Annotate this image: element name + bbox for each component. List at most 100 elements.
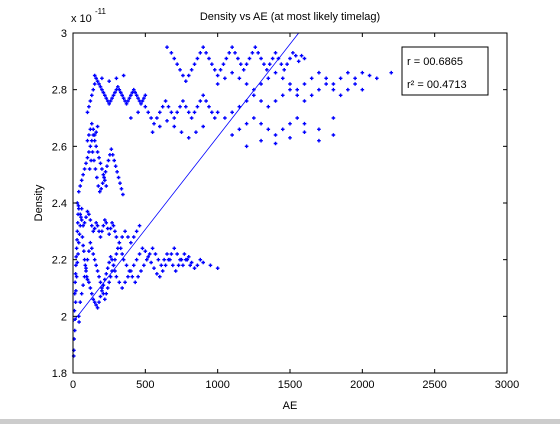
- data-point: [90, 93, 94, 98]
- data-point: [233, 51, 237, 55]
- data-point: [119, 187, 124, 191]
- data-point: [295, 87, 300, 92]
- data-point: [160, 269, 165, 273]
- data-point: [100, 87, 104, 92]
- data-point: [80, 235, 85, 239]
- data-point: [73, 280, 77, 285]
- data-point: [150, 130, 155, 134]
- data-point: [324, 82, 328, 86]
- data-point: [302, 121, 307, 126]
- data-point: [98, 294, 103, 299]
- fit-line: [72, 32, 299, 323]
- data-point: [82, 221, 87, 225]
- data-point: [102, 175, 106, 180]
- data-point: [204, 99, 208, 103]
- data-point: [108, 99, 113, 103]
- data-point: [293, 53, 298, 58]
- data-point: [85, 209, 90, 214]
- data-point: [288, 121, 292, 126]
- data-point: [144, 257, 149, 262]
- data-point: [88, 240, 93, 245]
- data-point: [103, 178, 107, 183]
- data-point: [129, 240, 133, 245]
- data-point: [98, 280, 103, 285]
- data-point: [270, 56, 275, 61]
- data-point: [236, 56, 240, 61]
- data-point: [110, 221, 114, 225]
- data-point: [169, 51, 174, 55]
- data-point: [85, 110, 90, 115]
- data-point: [237, 127, 242, 132]
- data-point: [123, 280, 127, 285]
- data-point: [94, 76, 98, 81]
- data-point: [265, 68, 269, 72]
- data-point: [92, 133, 97, 137]
- data-point: [120, 252, 124, 256]
- data-point: [136, 274, 140, 279]
- data-point: [134, 257, 139, 262]
- data-point: [137, 223, 142, 228]
- data-point: [90, 150, 95, 154]
- x-tick-label: 3000: [495, 379, 519, 391]
- data-point: [131, 87, 136, 92]
- data-point: [123, 229, 127, 234]
- data-point: [85, 257, 90, 262]
- x-tick-label: 1500: [278, 379, 302, 391]
- data-point: [92, 82, 97, 86]
- data-point: [244, 144, 249, 149]
- data-point: [223, 116, 227, 120]
- data-point: [291, 51, 295, 55]
- data-point: [288, 136, 292, 140]
- data-point: [215, 110, 220, 115]
- data-point: [113, 229, 117, 234]
- data-point: [142, 263, 146, 268]
- data-point: [296, 59, 301, 64]
- data-point: [81, 283, 85, 287]
- data-point: [149, 116, 153, 120]
- data-point: [168, 257, 172, 262]
- data-point: [88, 144, 93, 149]
- data-point: [158, 274, 162, 279]
- data-point: [114, 274, 119, 279]
- data-point: [201, 45, 205, 49]
- data-point: [266, 76, 271, 81]
- data-point: [295, 116, 300, 120]
- data-point: [172, 246, 177, 251]
- data-point: [244, 62, 249, 66]
- data-point: [110, 153, 115, 157]
- data-point: [98, 85, 103, 89]
- data-point: [100, 286, 104, 290]
- data-point: [100, 76, 104, 81]
- y-axis-exponent-power: -11: [95, 7, 107, 16]
- data-point: [259, 99, 263, 103]
- data-point: [175, 62, 179, 66]
- data-point: [253, 45, 258, 49]
- data-point: [375, 76, 379, 81]
- data-point: [75, 260, 80, 265]
- data-point: [139, 269, 143, 273]
- data-point: [224, 56, 229, 61]
- data-point: [208, 263, 213, 268]
- data-point: [266, 104, 271, 109]
- data-point: [230, 70, 234, 75]
- r-value-label: r = 00.6865: [407, 56, 463, 68]
- data-point: [90, 246, 94, 251]
- data-point: [331, 133, 336, 137]
- data-point: [210, 110, 214, 115]
- data-point: [92, 226, 97, 231]
- data-point: [99, 187, 104, 191]
- data-point: [87, 249, 91, 253]
- data-point: [181, 73, 185, 78]
- data-point: [107, 260, 111, 265]
- data-point: [103, 93, 107, 98]
- data-point: [87, 150, 91, 154]
- data-point: [90, 121, 94, 126]
- data-point: [212, 68, 217, 72]
- data-point: [244, 82, 249, 86]
- data-point: [163, 263, 168, 268]
- data-point: [163, 99, 168, 103]
- data-point: [169, 110, 174, 115]
- data-point: [95, 306, 100, 310]
- y-axis-exponent-base: x 10: [71, 13, 92, 25]
- data-point: [95, 150, 100, 154]
